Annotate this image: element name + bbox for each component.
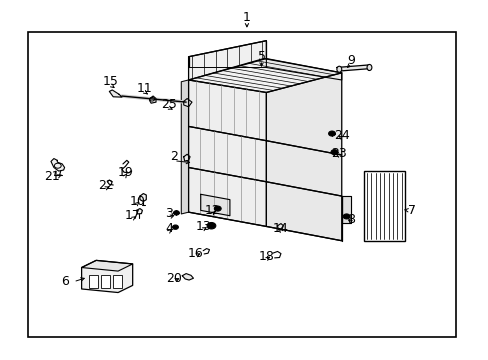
Polygon shape: [149, 96, 156, 103]
Polygon shape: [109, 90, 122, 97]
Polygon shape: [188, 167, 266, 226]
Circle shape: [330, 150, 337, 155]
Polygon shape: [336, 65, 370, 71]
Polygon shape: [201, 194, 229, 216]
Text: 7: 7: [407, 204, 415, 217]
Text: 23: 23: [331, 147, 346, 160]
Text: 8: 8: [347, 213, 355, 226]
Polygon shape: [51, 158, 64, 171]
Polygon shape: [188, 80, 266, 141]
Circle shape: [214, 206, 221, 211]
Text: 22: 22: [98, 179, 114, 192]
Text: 5: 5: [257, 50, 265, 63]
Polygon shape: [181, 80, 188, 214]
Polygon shape: [188, 59, 341, 93]
Text: 13: 13: [195, 220, 211, 233]
Text: 12: 12: [204, 204, 220, 217]
Circle shape: [172, 225, 178, 229]
Polygon shape: [183, 99, 192, 107]
Text: 4: 4: [165, 222, 173, 235]
Circle shape: [173, 211, 179, 215]
Text: 15: 15: [102, 75, 119, 88]
Ellipse shape: [336, 66, 341, 72]
Bar: [113, 275, 122, 288]
Circle shape: [343, 214, 349, 219]
Text: 16: 16: [187, 247, 203, 260]
Polygon shape: [182, 274, 193, 280]
Bar: [363, 171, 404, 241]
Circle shape: [206, 222, 215, 229]
Polygon shape: [266, 59, 341, 80]
Ellipse shape: [366, 64, 371, 71]
Text: 3: 3: [165, 207, 173, 220]
Bar: [101, 275, 110, 288]
Polygon shape: [341, 196, 351, 223]
Circle shape: [328, 131, 335, 136]
Text: 6: 6: [61, 275, 68, 288]
Polygon shape: [136, 208, 142, 214]
Polygon shape: [140, 194, 146, 202]
Text: 19: 19: [117, 166, 133, 179]
Text: 14: 14: [272, 222, 288, 235]
Polygon shape: [183, 154, 190, 161]
Polygon shape: [277, 224, 283, 230]
Text: 1: 1: [243, 11, 250, 24]
Polygon shape: [266, 141, 341, 196]
Text: 21: 21: [44, 170, 60, 183]
Text: 18: 18: [258, 250, 274, 263]
Polygon shape: [266, 73, 341, 155]
Text: 25: 25: [161, 99, 177, 112]
Polygon shape: [81, 260, 132, 271]
Text: 10: 10: [129, 195, 145, 208]
Polygon shape: [81, 260, 132, 293]
Text: 9: 9: [347, 54, 355, 67]
Polygon shape: [266, 182, 341, 241]
Text: 11: 11: [137, 82, 152, 95]
Text: 2: 2: [170, 150, 178, 163]
Polygon shape: [188, 126, 266, 182]
Text: 17: 17: [124, 209, 141, 222]
Text: 20: 20: [166, 272, 182, 285]
Circle shape: [208, 224, 213, 228]
Bar: [28, 32, 455, 337]
Polygon shape: [188, 41, 266, 80]
Bar: [89, 275, 98, 288]
Text: 24: 24: [333, 129, 349, 142]
